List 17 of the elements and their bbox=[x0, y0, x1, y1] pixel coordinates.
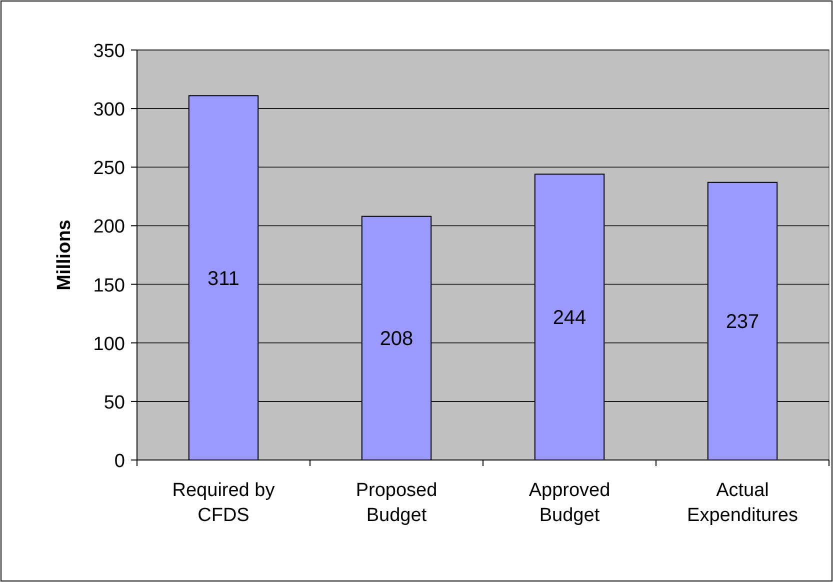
data-label: 208 bbox=[380, 328, 414, 350]
y-tick-label: 350 bbox=[93, 41, 125, 62]
x-tick-label: Approved Budget bbox=[528, 480, 610, 526]
data-label: 237 bbox=[726, 311, 760, 334]
data-label: 311 bbox=[208, 268, 240, 290]
x-tick-label: Proposed Budget bbox=[356, 480, 438, 526]
x-tick-label: Required by CFDS bbox=[172, 480, 276, 526]
y-tick-label: 300 bbox=[93, 100, 125, 121]
y-tick-label: 200 bbox=[93, 216, 125, 238]
x-tick-label: Actual Expenditures bbox=[687, 480, 798, 526]
y-tick-label: 150 bbox=[93, 275, 125, 296]
data-label: 244 bbox=[552, 307, 586, 330]
y-axis-title: Millions bbox=[54, 220, 75, 290]
y-tick-label: 250 bbox=[93, 158, 125, 180]
y-tick-label: 50 bbox=[104, 392, 125, 414]
y-tick-label: 0 bbox=[114, 451, 125, 472]
y-tick-label: 100 bbox=[93, 334, 125, 355]
